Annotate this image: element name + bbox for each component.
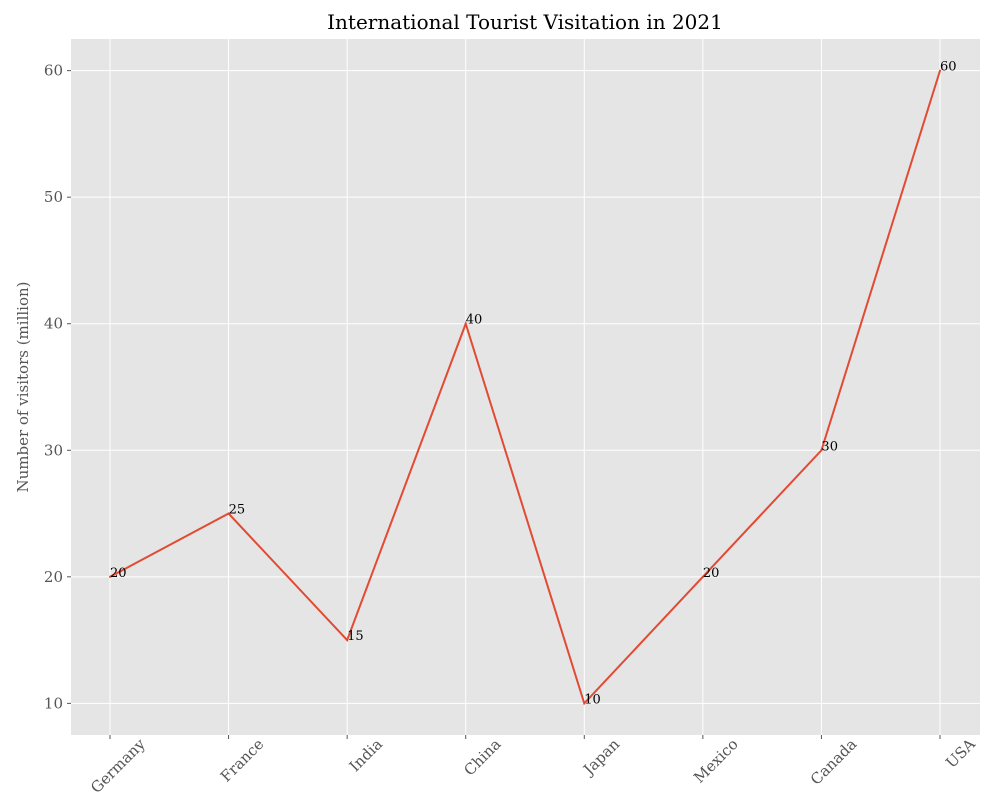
data-point — [227, 512, 230, 515]
data-label: 20 — [110, 566, 127, 581]
data-point — [701, 575, 704, 578]
y-tick-label: 50 — [44, 188, 63, 206]
x-tick-label: USA — [942, 735, 979, 772]
data-label: 10 — [584, 692, 601, 707]
x-tick-label: Canada — [807, 735, 860, 788]
data-point — [109, 575, 111, 578]
series-line — [109, 70, 941, 706]
x-tick-label: Japan — [578, 735, 623, 780]
x-tick-label: Germany — [87, 735, 149, 797]
data-label: 30 — [821, 439, 838, 454]
data-label: 15 — [347, 629, 364, 644]
chart-title: International Tourist Visitation in 2021 — [327, 10, 723, 34]
data-point — [939, 69, 941, 72]
y-tick-label: 30 — [44, 441, 63, 459]
x-tick-label: Mexico — [690, 735, 742, 787]
x-axis: Germany France India China Japan Mexico Canada… — [87, 735, 979, 797]
y-tick-label: 10 — [44, 694, 63, 712]
y-tick-label: 20 — [44, 568, 63, 586]
x-tick-label: India — [346, 735, 386, 775]
y-tick-label: 40 — [44, 315, 63, 333]
x-tick-label: France — [217, 735, 268, 786]
data-labels: 20 25 15 40 10 20 30 60 — [110, 60, 957, 708]
data-point — [820, 449, 823, 452]
series-layer — [109, 69, 941, 706]
data-label: 40 — [466, 313, 483, 328]
y-tick-label: 60 — [44, 62, 63, 80]
data-label: 20 — [703, 566, 720, 581]
data-label: 25 — [229, 503, 246, 518]
data-point — [346, 639, 349, 642]
y-axis-label: Number of visitors (million) — [14, 281, 32, 492]
plot-area — [71, 39, 980, 735]
y-axis: 10 20 30 40 50 60 — [44, 62, 71, 712]
grid-lines — [71, 39, 980, 735]
data-label: 60 — [940, 60, 957, 75]
data-point — [583, 702, 586, 705]
x-tick-label: China — [460, 735, 504, 779]
data-point — [464, 322, 467, 325]
